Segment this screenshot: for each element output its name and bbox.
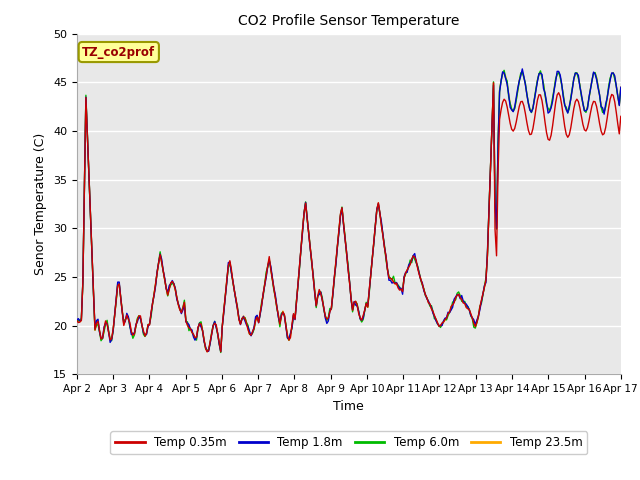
Text: TZ_co2prof: TZ_co2prof	[82, 46, 156, 59]
Title: CO2 Profile Sensor Temperature: CO2 Profile Sensor Temperature	[238, 14, 460, 28]
Y-axis label: Senor Temperature (C): Senor Temperature (C)	[35, 133, 47, 275]
Legend: Temp 0.35m, Temp 1.8m, Temp 6.0m, Temp 23.5m: Temp 0.35m, Temp 1.8m, Temp 6.0m, Temp 2…	[110, 432, 588, 454]
X-axis label: Time: Time	[333, 400, 364, 413]
